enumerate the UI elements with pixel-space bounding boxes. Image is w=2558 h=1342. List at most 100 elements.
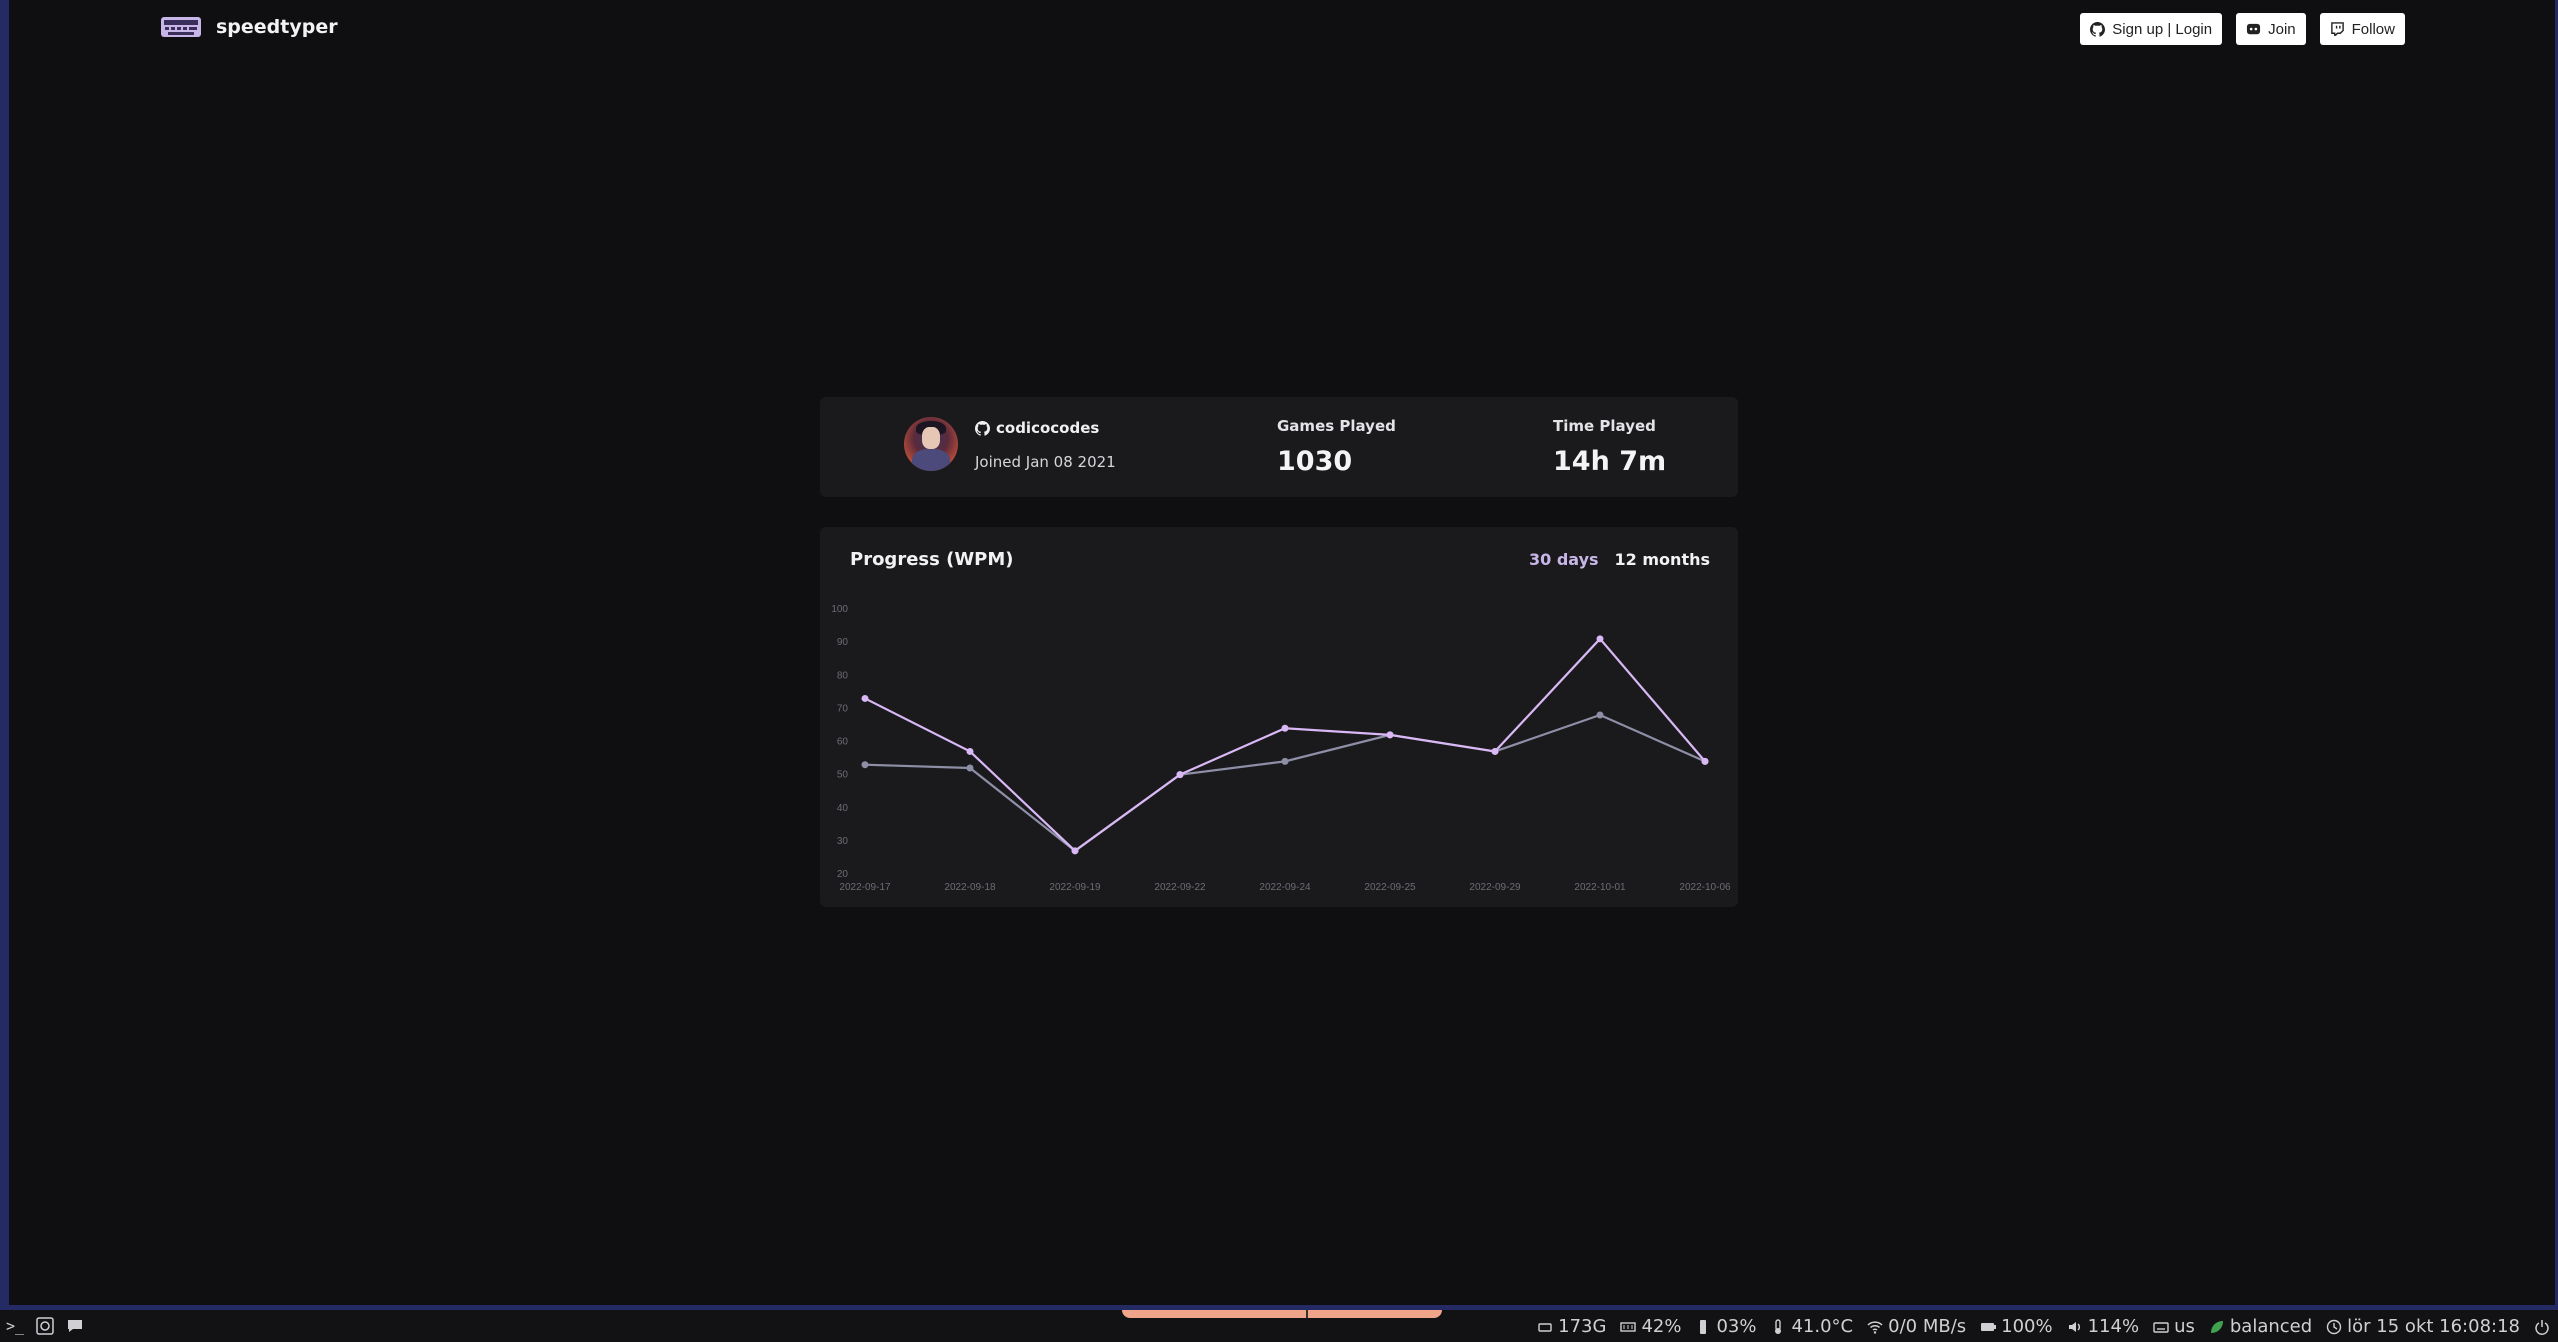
status-text: balanced: [2229, 1316, 2313, 1337]
x-tick-label: 2022-09-18: [944, 882, 996, 893]
series-point-1: [1281, 757, 1289, 765]
games-played-value: 1030: [1277, 446, 1353, 477]
status-temperature[interactable]: 41.0°C: [1770, 1316, 1853, 1337]
leaf-icon: [2210, 1320, 2223, 1333]
logo[interactable]: speedtyper: [160, 14, 338, 40]
status-disk[interactable]: 173G: [1537, 1316, 1606, 1337]
series-line-0: [864, 637, 1706, 853]
status-power[interactable]: [2534, 1319, 2550, 1335]
battery-icon: [1981, 1322, 1997, 1331]
cpu-icon: [1700, 1319, 1707, 1334]
keyboard-logo-icon: [161, 17, 201, 37]
status-keyboard[interactable]: us: [2153, 1316, 2195, 1337]
x-tick-label: 2022-09-17: [839, 882, 891, 893]
x-tick-label: 2022-09-22: [1154, 882, 1206, 893]
status-text: lör 15 okt 16:08:18: [2347, 1316, 2520, 1337]
join-button[interactable]: Join: [2236, 13, 2306, 45]
series-point-0: [861, 694, 869, 702]
status-text: us: [2174, 1316, 2195, 1337]
status-text: 0/0 MB/s: [1888, 1316, 1967, 1337]
chat-icon[interactable]: [64, 1316, 86, 1336]
status-text: 41.0°C: [1791, 1316, 1854, 1337]
signup-login-label: Sign up | Login: [2112, 20, 2213, 38]
username-link[interactable]: codicocodes: [975, 419, 1099, 437]
y-tick-label: 80: [837, 670, 849, 681]
profile-card: codicocodes Joined Jan 08 2021 Games Pla…: [820, 397, 1738, 497]
status-wifi[interactable]: 0/0 MB/s: [1867, 1316, 1966, 1337]
series-point-1: [966, 764, 974, 772]
status-volume[interactable]: 114%: [2067, 1316, 2139, 1337]
discord-icon: [2247, 23, 2261, 34]
status-leaf[interactable]: balanced: [2209, 1316, 2312, 1337]
twitch-icon: [2330, 21, 2344, 36]
time-played-label: Time Played: [1553, 417, 1656, 435]
time-played-value: 14h 7m: [1553, 446, 1667, 477]
series-point-0: [1176, 771, 1184, 779]
disk-icon: [1538, 1322, 1552, 1332]
range-selector: 30 days 12 months: [1529, 550, 1710, 569]
series-point-0: [1071, 847, 1079, 855]
status-battery[interactable]: 100%: [1980, 1316, 2053, 1337]
status-text: 100%: [2001, 1316, 2053, 1337]
y-tick-label: 30: [837, 836, 849, 847]
status-cpu[interactable]: 03%: [1695, 1316, 1756, 1337]
top-header: speedtyper Sign up | Login Join Follow: [0, 0, 2558, 56]
y-tick-label: 60: [837, 737, 849, 748]
username: codicocodes: [996, 419, 1100, 437]
x-tick-label: 2022-09-29: [1469, 882, 1521, 893]
progress-title: Progress (WPM): [850, 549, 1014, 570]
volume-icon: [2068, 1321, 2080, 1332]
series-point-1: [1596, 711, 1604, 719]
taskbar-status: 173G 42% 03% 41.0°C 0/0 MB/s 100% 114% us balanc…: [1537, 1316, 2550, 1337]
follow-button[interactable]: Follow: [2319, 13, 2405, 45]
range-30-days[interactable]: 30 days: [1529, 550, 1599, 569]
y-tick-label: 100: [831, 604, 848, 615]
series-line-1: [864, 713, 1706, 853]
wifi-icon: [1867, 1320, 1883, 1334]
join-label: Join: [2268, 20, 2296, 38]
series-point-1: [861, 761, 869, 769]
games-played-label: Games Played: [1277, 417, 1396, 435]
github-icon: [975, 420, 990, 436]
progress-card: Progress (WPM) 30 days 12 months 20 30 40 5…: [820, 527, 1738, 907]
status-text: 173G: [1558, 1316, 1607, 1337]
avatar: [904, 417, 958, 471]
status-text: 114%: [2087, 1316, 2140, 1337]
system-taskbar: >_ 173G 42% 03% 41.0°C 0/0 MB/s 100% 114% us bal…: [0, 1310, 2558, 1342]
y-tick-label: 90: [837, 637, 849, 648]
terminal-icon[interactable]: >_: [5, 1317, 25, 1335]
signup-login-button[interactable]: Sign up | Login: [2080, 13, 2223, 45]
header-buttons: Sign up | Login Join Follow: [2080, 13, 2405, 45]
clock-icon: [2326, 1319, 2342, 1334]
joined-date: Joined Jan 08 2021: [975, 453, 1116, 471]
workspace-indicator[interactable]: [1122, 1310, 1442, 1318]
x-tick-label: 2022-10-06: [1679, 882, 1731, 893]
range-12-months[interactable]: 12 months: [1614, 550, 1710, 569]
temperature-icon: [1775, 1318, 1782, 1334]
y-tick-label: 20: [837, 869, 849, 880]
series-point-0: [966, 747, 974, 755]
status-text: 42%: [1641, 1316, 1682, 1337]
memory-icon: [1620, 1321, 1637, 1332]
series-point-0: [1386, 731, 1394, 739]
series-point-0: [1281, 724, 1289, 732]
window-frame-right: [2555, 0, 2558, 1310]
status-memory[interactable]: 42%: [1620, 1316, 1681, 1337]
x-tick-label: 2022-09-25: [1364, 882, 1416, 893]
x-tick-label: 2022-09-24: [1259, 882, 1311, 893]
x-tick-label: 2022-09-19: [1049, 882, 1101, 893]
window-frame-left: [0, 0, 9, 1310]
status-text: 03%: [1716, 1316, 1757, 1337]
y-tick-label: 50: [837, 770, 849, 781]
window-frame-bottom: [0, 1305, 2558, 1310]
wpm-line-chart: 20 30 40 50 60 70 80 90 100 2022-09-17 2022-09-18 2…: [831, 604, 1731, 893]
follow-label: Follow: [2351, 20, 2395, 38]
y-tick-label: 40: [837, 803, 849, 814]
status-clock[interactable]: lör 15 okt 16:08:18: [2326, 1316, 2520, 1337]
y-tick-label: 70: [837, 703, 849, 714]
series-point-0: [1701, 757, 1709, 765]
keyboard-icon: [2153, 1321, 2169, 1333]
app-icon[interactable]: [34, 1316, 56, 1336]
x-tick-label: 2022-10-01: [1574, 882, 1626, 893]
taskbar-left: >_: [4, 1316, 86, 1336]
